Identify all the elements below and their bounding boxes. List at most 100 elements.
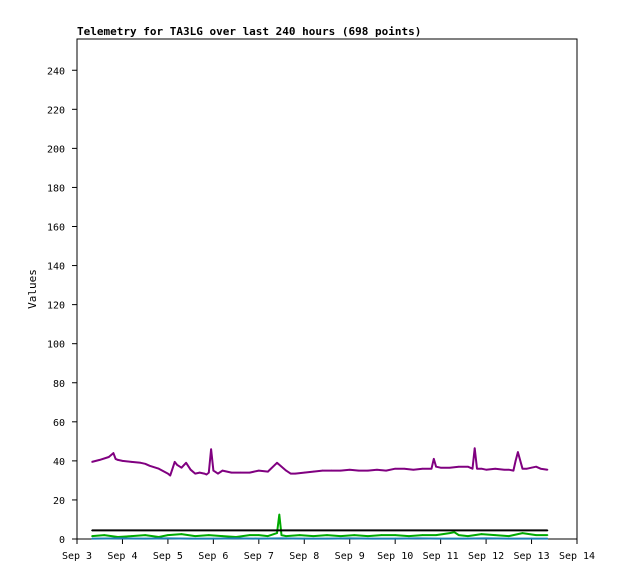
data-point <box>371 537 374 540</box>
data-point <box>185 462 187 464</box>
data-point <box>144 534 146 536</box>
data-point <box>276 462 278 464</box>
data-point <box>303 537 306 540</box>
data-point <box>348 537 351 540</box>
data-point <box>467 465 469 468</box>
data-point <box>453 531 456 533</box>
x-tick-label: Sep 7 <box>244 551 274 562</box>
data-point <box>112 452 115 454</box>
data-point <box>417 537 419 540</box>
data-point <box>358 469 360 472</box>
data-point <box>208 471 210 474</box>
data-point <box>180 466 183 469</box>
y-tick-label: 140 <box>47 262 65 273</box>
data-point <box>376 468 378 471</box>
x-tick-label: Sep 9 <box>335 551 365 562</box>
data-point <box>458 465 460 468</box>
data-point <box>98 459 101 461</box>
data-point <box>326 534 328 536</box>
x-tick-label: Sep 13 <box>513 551 549 562</box>
data-point <box>130 535 133 537</box>
data-point <box>521 532 524 534</box>
x-tick-label: Sep 4 <box>107 551 137 562</box>
data-point <box>367 469 369 472</box>
data-point <box>421 534 424 536</box>
data-point <box>339 469 342 472</box>
data-point <box>121 537 124 540</box>
data-point <box>530 466 533 469</box>
data-point <box>508 535 510 537</box>
data-point <box>485 468 487 471</box>
data-point <box>212 469 215 472</box>
series-line-0 <box>91 447 548 477</box>
data-point <box>330 469 333 472</box>
data-point <box>471 467 474 470</box>
data-point <box>130 461 133 463</box>
data-point <box>476 467 478 470</box>
x-tick-label: Sep 11 <box>423 551 459 562</box>
data-point <box>394 534 397 536</box>
x-tick-label: Sep 10 <box>377 551 413 562</box>
data-point <box>248 471 251 474</box>
data-point <box>189 468 192 471</box>
data-point <box>480 467 483 470</box>
x-tick-label: Sep 5 <box>153 551 183 562</box>
data-point <box>353 534 356 536</box>
series-layer <box>91 447 549 540</box>
data-point <box>248 534 251 536</box>
data-point <box>205 473 208 476</box>
data-point <box>530 537 533 540</box>
data-point <box>210 448 212 451</box>
data-point <box>312 535 315 537</box>
data-point <box>91 461 93 463</box>
data-point <box>221 469 224 472</box>
data-point <box>467 535 469 537</box>
data-point <box>412 468 415 471</box>
data-point <box>403 467 406 470</box>
data-point <box>348 468 351 471</box>
data-point <box>439 466 442 469</box>
data-point <box>494 467 497 470</box>
data-point <box>144 463 146 465</box>
data-point <box>235 537 237 540</box>
y-tick-label: 180 <box>47 183 65 194</box>
data-point <box>91 537 93 540</box>
y-tick-label: 120 <box>47 301 65 312</box>
data-point <box>512 469 515 472</box>
data-point <box>503 468 506 471</box>
data-point <box>258 537 260 540</box>
data-point <box>217 472 219 475</box>
data-point <box>276 532 278 534</box>
data-point <box>508 468 510 471</box>
y-tick-label: 240 <box>47 66 65 77</box>
data-point <box>221 535 224 537</box>
data-point <box>539 467 542 470</box>
data-point <box>433 458 435 460</box>
data-point <box>435 465 437 468</box>
x-axis: Sep 3 Sep 4 Sep 5 Sep 6 Sep 7 Sep 8 Sep 9 Sep 1… <box>62 539 595 562</box>
data-point <box>535 534 537 536</box>
data-point <box>194 535 196 537</box>
data-point <box>198 471 201 474</box>
data-point <box>448 532 451 534</box>
data-point <box>535 465 537 468</box>
data-point <box>158 536 160 538</box>
data-point <box>267 535 269 537</box>
data-point <box>180 533 183 535</box>
data-point <box>448 466 451 469</box>
data-point <box>91 535 93 537</box>
y-axis-label: Values <box>26 269 39 309</box>
data-point <box>235 536 237 538</box>
x-tick-label: Sep 6 <box>198 551 228 562</box>
data-point <box>167 537 169 540</box>
data-point <box>230 471 233 474</box>
data-point <box>312 470 315 473</box>
data-point <box>114 458 117 460</box>
data-point <box>117 536 119 538</box>
data-point <box>380 534 383 536</box>
y-axis: 0 20 40 60 80 100 120 140 160 180 200 220 240 <box>47 66 77 546</box>
chart-title: Telemetry for TA3LG over last 240 hours … <box>77 25 421 38</box>
data-point <box>458 534 460 536</box>
data-point <box>430 467 433 470</box>
